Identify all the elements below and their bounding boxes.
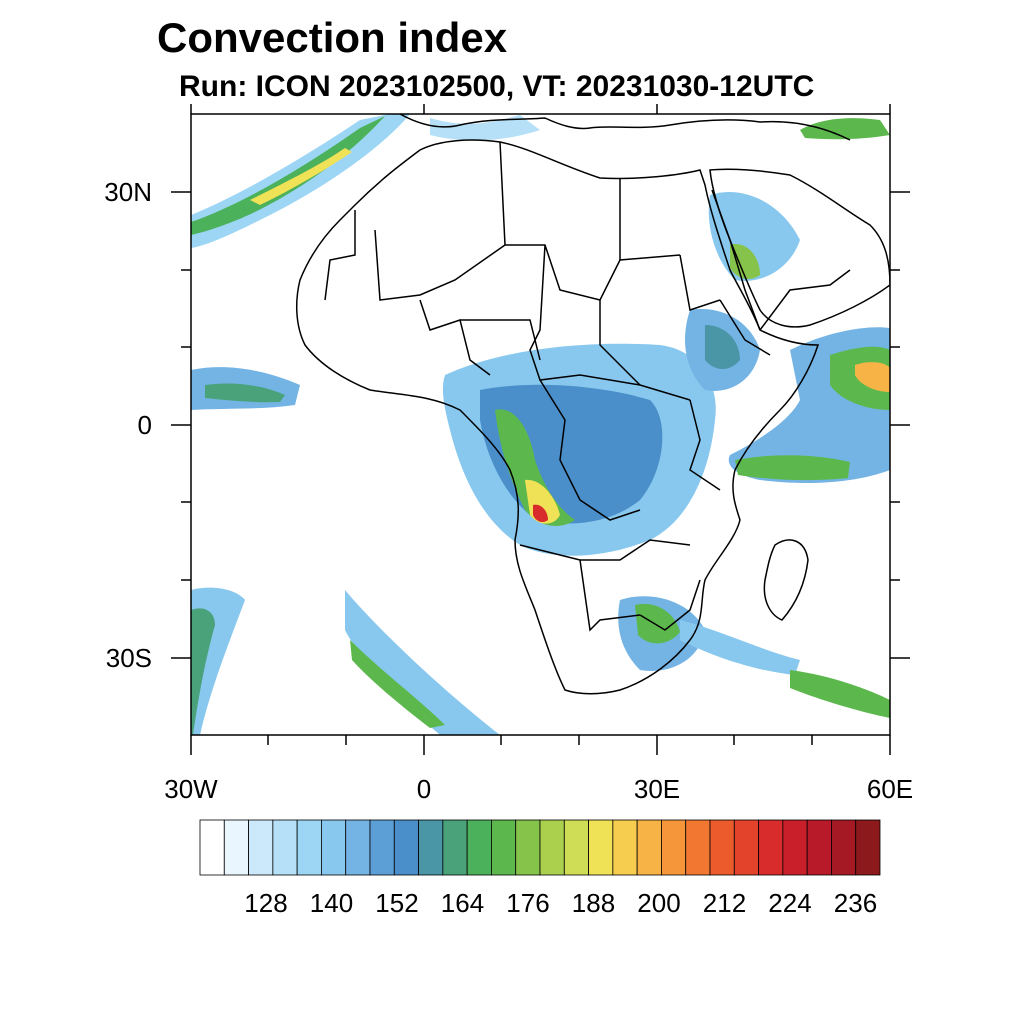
colorbar-box	[636, 819, 662, 876]
convection-south-africa-core	[635, 603, 680, 644]
colorbar-box	[223, 819, 249, 876]
y-tick-label-0: 0	[138, 410, 152, 440]
colorbar-box	[248, 819, 274, 876]
country-border-4	[374, 229, 506, 301]
colorbar-label: 200	[637, 888, 680, 918]
africa-coastline	[295, 139, 820, 695]
x-tick-label-60e: 60E	[867, 774, 913, 804]
convection-indian-ocean-band	[735, 455, 850, 481]
y-tick-label-30n: 30N	[104, 177, 152, 207]
colorbar-label: 152	[375, 888, 418, 918]
convection-north-africa-scattered	[430, 115, 540, 141]
colorbar-box	[831, 819, 857, 876]
country-border-6	[599, 300, 641, 386]
x-tick-label-30e: 30E	[634, 774, 680, 804]
colorbar-box	[369, 819, 395, 876]
x-tick-label-30w: 30W	[164, 774, 218, 804]
convection-arabia-core	[730, 244, 760, 280]
colorbar-box	[466, 819, 492, 876]
colorbar-box	[563, 819, 589, 876]
colorbar-box	[782, 819, 808, 876]
convection-se-indian-ocean	[790, 670, 890, 718]
convection-eq-atlantic-core	[205, 383, 285, 403]
country-border-7	[460, 319, 541, 361]
convection-angola-max	[533, 504, 548, 523]
convection-congo-core	[495, 409, 575, 526]
arabia-coastline	[709, 168, 890, 328]
red-sea-east-coast	[711, 189, 761, 331]
colorbar-labels: 128 140 152 164 176 188 200 212 224 236	[244, 888, 877, 918]
y-tick-label-30s: 30S	[106, 643, 152, 673]
colorbar-box	[296, 819, 322, 876]
country-border-13	[639, 579, 701, 631]
colorbar-box	[806, 819, 832, 876]
colorbar-label: 176	[506, 888, 549, 918]
coastlines-and-borders	[295, 114, 890, 695]
x-tick-label-0: 0	[417, 774, 431, 804]
colorbar-label: 164	[441, 888, 484, 918]
map-title: Convection index	[157, 14, 508, 61]
colorbar-label: 224	[768, 888, 811, 918]
colorbar-box	[442, 819, 468, 876]
colorbar-label: 236	[834, 888, 877, 918]
axis-ticks	[171, 104, 910, 755]
country-border-9	[539, 379, 641, 521]
colorbar-box	[515, 819, 541, 876]
country-border-15	[719, 299, 771, 356]
colorbar-box	[733, 819, 759, 876]
convection-south-atlantic-core	[350, 640, 445, 728]
colorbar-box	[685, 819, 711, 876]
country-border-11	[519, 544, 641, 632]
convection-south-africa-band	[680, 620, 800, 675]
madagascar-coastline	[763, 539, 809, 621]
country-border-3	[324, 210, 356, 301]
nile-region-border	[679, 254, 721, 311]
country-border-8	[419, 299, 491, 376]
convection-sw-atlantic-core	[191, 608, 215, 735]
convection-indian-ocean-peak	[855, 362, 890, 392]
colorbar-box	[758, 819, 784, 876]
colorbar-label: 128	[244, 888, 287, 918]
colorbar-box	[321, 819, 347, 876]
colorbar-boxes	[199, 819, 881, 876]
convection-band-north-atlantic-peak	[250, 148, 352, 205]
colorbar-box	[491, 819, 517, 876]
colorbar-box	[855, 819, 881, 876]
colorbar-label: 140	[310, 888, 353, 918]
country-border-10	[689, 399, 721, 491]
country-border-12	[580, 539, 691, 561]
colorbar-box	[418, 819, 444, 876]
mediterranean-north-coast	[399, 114, 851, 141]
convection-field	[191, 114, 890, 735]
colorbar-box	[539, 819, 565, 876]
convection-ethiopia-core	[705, 325, 740, 369]
colorbar-box	[709, 819, 735, 876]
colorbar-label: 188	[572, 888, 615, 918]
colorbar-box	[345, 819, 371, 876]
colorbar-box	[272, 819, 298, 876]
colorbar-box	[661, 819, 687, 876]
colorbar-box	[588, 819, 614, 876]
convection-band-north-atlantic-core	[191, 116, 385, 235]
colorbar-box	[393, 819, 419, 876]
map-subtitle: Run: ICON 2023102500, VT: 20231030-12UTC	[179, 70, 815, 103]
colorbar-label: 212	[703, 888, 746, 918]
country-border-14	[759, 269, 851, 331]
convection-east-med	[800, 118, 890, 140]
colorbar-box	[612, 819, 638, 876]
colorbar-box	[199, 819, 225, 876]
